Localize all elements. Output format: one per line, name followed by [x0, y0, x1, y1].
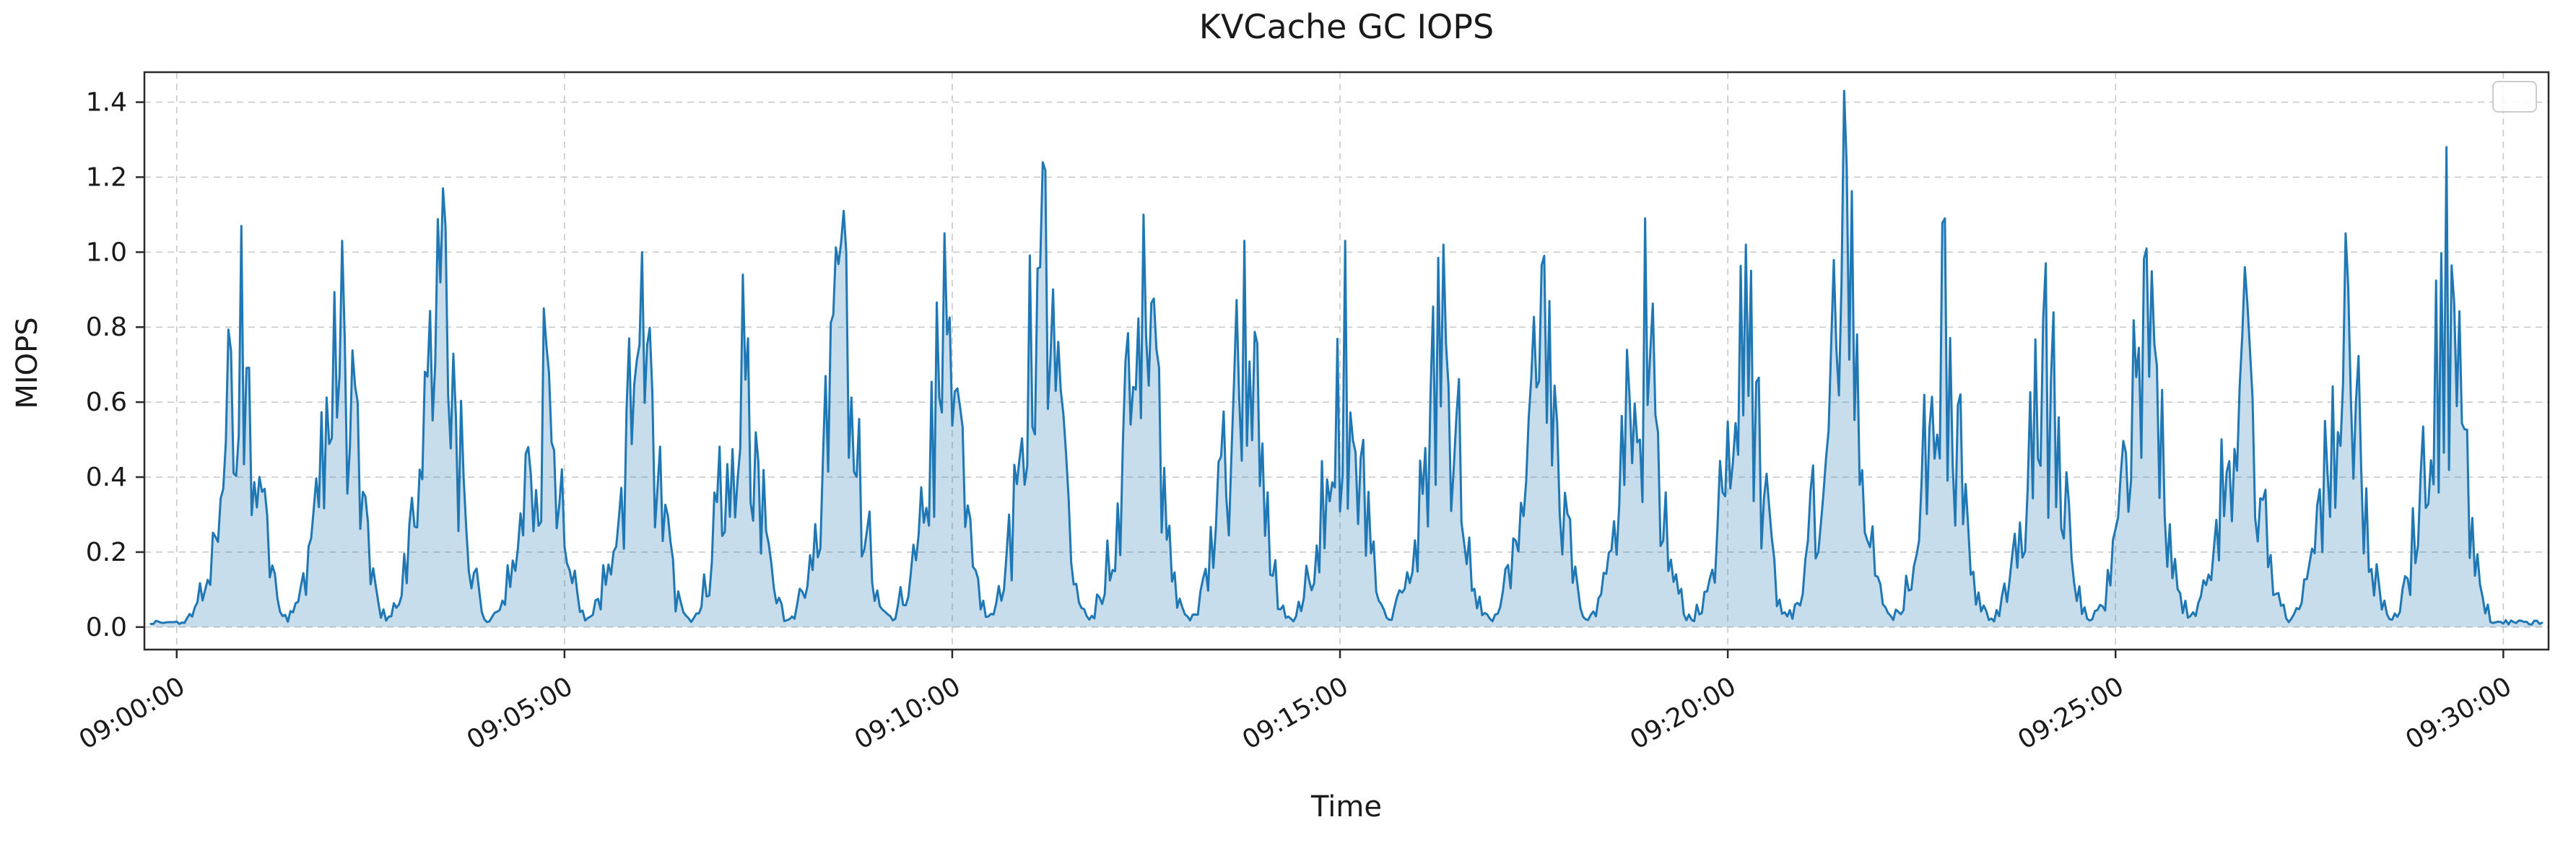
x-tick-label: 09:20:00 [1625, 671, 1741, 755]
x-axis-label: Time [1311, 790, 1382, 824]
chart-title: KVCache GC IOPS [1198, 7, 1494, 46]
y-tick-label: 0.2 [86, 538, 127, 567]
x-tick-label: 09:00:00 [74, 671, 191, 755]
x-tick-label: 09:05:00 [462, 671, 578, 755]
y-tick-label: 0.4 [86, 463, 127, 492]
x-tick-label: 09:25:00 [2013, 671, 2129, 755]
x-tick-label: 09:30:00 [2401, 671, 2517, 755]
x-tick-label: 09:10:00 [850, 671, 966, 755]
y-tick-label: 0.6 [86, 388, 127, 417]
y-tick-label: 1.0 [86, 237, 127, 267]
legend-box [2492, 81, 2537, 113]
axes-frame [143, 71, 2550, 651]
y-tick-label: 1.2 [86, 162, 127, 192]
y-tick-label: 1.4 [86, 88, 127, 118]
y-tick-label: 0.8 [86, 313, 127, 342]
series-line [149, 89, 2544, 626]
x-tick-label: 09:15:00 [1237, 671, 1354, 755]
y-tick-label: 0.0 [86, 613, 127, 642]
